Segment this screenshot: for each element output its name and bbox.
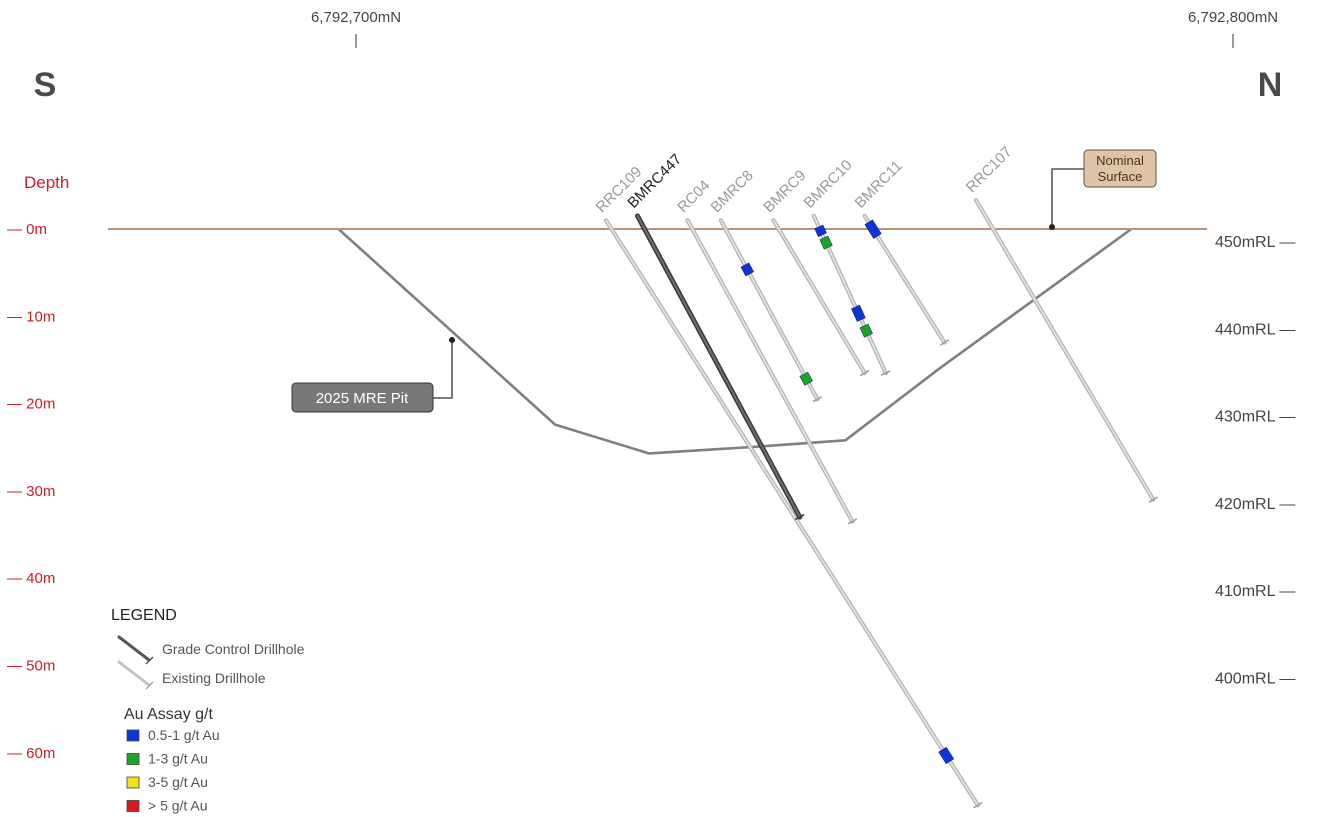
drillhole-end-cap [859,369,870,377]
rl-tick-label: 420mRL — [1215,496,1295,513]
rl-axis: 450mRL — 440mRL — 430mRL — 420mRL — 410mRL —… [1215,234,1295,688]
northing-label: 6,792,800mN [1188,9,1278,26]
direction-south: S [34,66,57,104]
drillhole-label: BMRC10 [801,157,856,212]
surface-callout: Nominal Surface [1049,149,1157,230]
legend-grade-control-label: Grade Control Drillhole [162,641,305,657]
legend-assay-title: Au Assay g/t [124,706,213,723]
assay-legend-label: 3-5 g/t Au [148,774,208,790]
drillhole-end-cap [973,801,983,809]
drillhole-label: RRC107 [963,143,1016,196]
surface-callout-line1: Nominal [1096,153,1144,168]
northing-label: 6,792,700mN [311,9,401,26]
surface-callout-line2: Surface [1098,169,1143,184]
drillhole-end-cap [880,370,891,376]
assay-interval [938,746,955,765]
assay-interval [740,262,755,277]
rl-tick-label: 430mRL — [1215,409,1295,426]
pit-callout-dot [449,337,455,343]
pit-callout-leader [433,340,453,399]
depth-tick-label: — 50m [7,658,55,675]
depth-tick-label: — 30m [7,483,55,500]
depth-axis: Depth — 0m — 10m — 20m — 30m — 40m — 50m — 60m [7,173,69,762]
assay-interval [819,235,833,250]
drillhole-highlight [975,199,1154,501]
drillhole-label: RC04 [674,177,713,216]
drillhole-end-cap [794,514,805,521]
drillhole-highlight [863,215,946,344]
surface-callout-box [1083,149,1157,188]
drillhole-highlight [605,219,979,806]
assay-legend-label: 1-3 g/t Au [148,751,208,767]
assay-interval [864,219,882,239]
surface-callout-dot [1049,224,1055,230]
rl-tick-label: 440mRL — [1215,321,1295,338]
rl-tick-label: 450mRL — [1215,234,1295,251]
assay-legend-label: 0.5-1 g/t Au [148,727,220,743]
rl-tick-label: 400mRL — [1215,671,1295,688]
drillhole-end-cap [939,339,950,346]
drillhole-highlight [636,214,801,519]
drillhole-highlight [686,219,854,523]
assay-swatch [126,729,140,742]
drillhole-bmrc11: BMRC11 [852,157,950,346]
drillhole-label: BMRC9 [760,167,809,216]
legend-grade-control-symbol [117,635,151,662]
surface-callout-leader [1051,168,1084,227]
depth-axis-title: Depth [24,173,69,192]
assay-swatch [126,753,140,765]
drillhole-label: BMRC8 [708,167,757,216]
assay-interval [799,371,813,386]
northing-axis: 6,792,700mN 6,792,800mN [311,9,1278,48]
assay-swatch [126,776,140,789]
drillhole-end-cap [1148,496,1158,503]
legend-existing-symbol [117,660,151,687]
legend: LEGEND Grade Control Drillhole Existing … [111,607,305,814]
pit-callout-box [291,382,434,413]
assay-legend-label: > 5 g/t Au [148,798,208,814]
drillhole-highlight [720,219,819,401]
drillhole-highlight [772,219,866,374]
legend-existing-cap [145,681,154,690]
pit-callout: 2025 MRE Pit [291,337,455,413]
depth-tick-label: — 0m [7,221,47,238]
assay-interval [859,323,873,338]
legend-grade-control-cap [145,656,154,665]
legend-existing-label: Existing Drillhole [162,670,266,686]
assay-interval [814,224,827,237]
direction-north: N [1258,66,1283,104]
drillhole-end-cap [847,518,858,525]
pit-callout-label: 2025 MRE Pit [316,390,409,407]
depth-tick-label: — 10m [7,308,55,325]
depth-tick-label: — 40m [7,570,55,587]
depth-tick-label: — 60m [7,745,55,762]
assay-interval [851,304,866,322]
legend-title: LEGEND [111,607,177,624]
drillhole-end-cap [812,396,823,403]
drillhole-label: BMRC11 [852,157,906,211]
drillhole-rrc109: RRC109 [593,163,983,809]
assay-legend: 0.5-1 g/t Au 1-3 g/t Au 3-5 g/t Au > 5 g/t … [126,727,220,814]
drillhole-rrc107: RRC107 [963,143,1158,503]
depth-tick-label: — 20m [7,396,55,413]
assay-swatch [126,800,140,812]
rl-tick-label: 410mRL — [1215,583,1295,600]
